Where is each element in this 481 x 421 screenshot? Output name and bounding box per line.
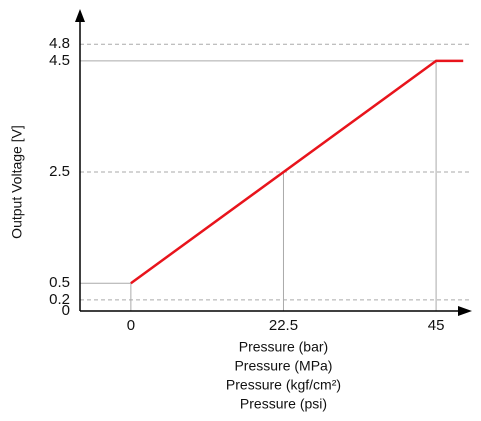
y-tick-label: 0 <box>62 302 70 319</box>
x-axis-label: Pressure (psi) <box>240 396 327 412</box>
x-axis-label: Pressure (MPa) <box>234 358 332 374</box>
y-axis-arrow <box>75 9 85 22</box>
x-tick-label: 45 <box>428 317 445 334</box>
x-axis-label: Pressure (kgf/cm²) <box>226 377 341 393</box>
data-line <box>130 59 464 285</box>
x-axis-arrow <box>458 306 472 316</box>
x-tick-label: 22.5 <box>269 317 298 334</box>
y-tick-label: 4.8 <box>49 35 70 52</box>
y-tick-label: 0.5 <box>49 274 70 291</box>
x-axis-label: Pressure (bar) <box>239 339 328 355</box>
x-tick-label: 0 <box>127 317 135 334</box>
y-tick-label: 0.2 <box>49 291 70 308</box>
y-tick-label: 4.5 <box>49 52 70 69</box>
y-tick-label: 2.5 <box>49 163 70 180</box>
y-axis-label: Output Voltage [V] <box>9 125 25 239</box>
